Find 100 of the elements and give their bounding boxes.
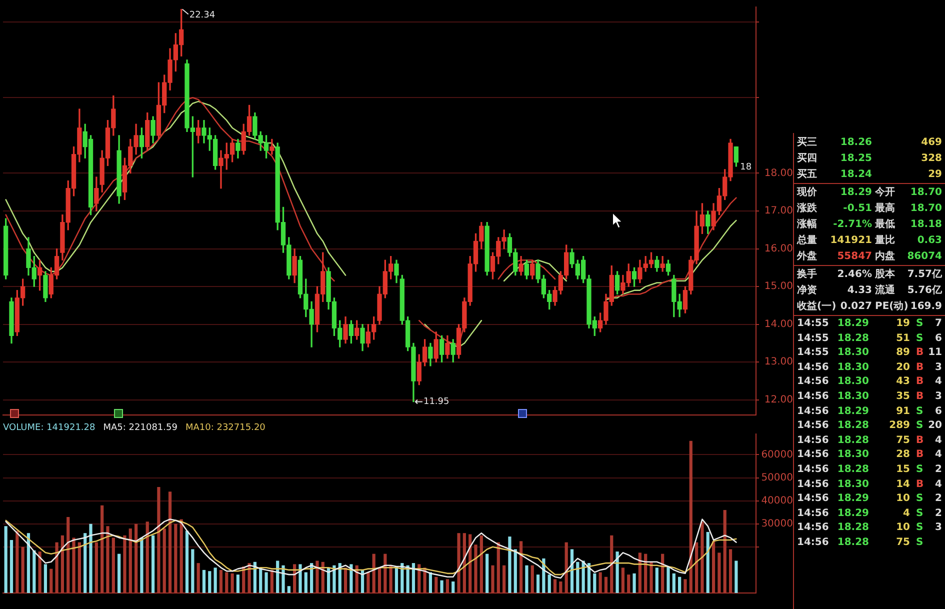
text: B [916, 347, 924, 358]
bar [89, 524, 92, 593]
text: 14:56 [797, 420, 829, 432]
bar [632, 573, 636, 593]
text: 量比 [875, 235, 895, 246]
text: 18.30 [837, 478, 869, 490]
text: 14:56 [797, 406, 829, 417]
y-tick-label: 13.00 [764, 356, 793, 368]
text: 18.28 [837, 420, 869, 432]
text: 今开 [875, 187, 895, 198]
text: 2 [935, 493, 942, 504]
text: S [916, 318, 924, 329]
bar [10, 540, 14, 593]
text: 18.30 [837, 347, 869, 358]
bar [287, 586, 290, 593]
text: 净资 [797, 285, 817, 296]
y-tick-label: 16.00 [764, 243, 793, 254]
bar [185, 530, 189, 593]
text: 51 [896, 332, 910, 344]
text: 55847 [837, 251, 872, 262]
text: B [916, 449, 924, 460]
text: 14 [896, 478, 910, 490]
text: 10 [896, 493, 910, 504]
y-tick-label: 15.00 [764, 281, 793, 292]
text: 75 [896, 434, 910, 446]
text: 18.29 [837, 493, 869, 504]
text: 328 [921, 153, 942, 164]
text: 4 [935, 449, 942, 460]
bar [678, 576, 682, 593]
text: 14:56 [797, 522, 829, 534]
bar [26, 533, 30, 593]
text: 18.70 [910, 187, 942, 198]
text: 买五 [797, 169, 817, 180]
text: 2.46% [837, 269, 872, 280]
text: 6 [935, 406, 942, 417]
y-tick-label: 30000 [761, 518, 793, 530]
text: 4 [935, 434, 942, 446]
text: 14:56 [797, 478, 829, 490]
text: S [916, 522, 924, 534]
text: 18.28 [837, 332, 869, 344]
text: S [916, 508, 924, 519]
text: 2 [935, 464, 942, 475]
text: 4 [935, 478, 942, 490]
text: 外盘 [797, 251, 817, 262]
bar [536, 574, 540, 593]
text: B [916, 478, 924, 490]
text: 14:55 [797, 318, 829, 329]
text: 10 [896, 522, 910, 534]
bar [706, 532, 710, 593]
text: 28 [896, 449, 910, 460]
text: 18.29 [837, 318, 869, 329]
text: 18.26 [840, 137, 872, 148]
text: 18.28 [837, 537, 869, 548]
bar [525, 565, 528, 593]
text: 买三 [797, 137, 817, 148]
y-tick-label: 18.00 [764, 168, 793, 179]
text: 11 [928, 347, 942, 358]
text: 涨跌 [797, 203, 817, 214]
bar [672, 573, 676, 593]
bar [140, 538, 144, 593]
text: S [916, 464, 924, 475]
text: 469 [921, 137, 942, 148]
text: 18 [740, 162, 752, 173]
text: 18.28 [837, 522, 869, 534]
text: 169.9 [910, 301, 942, 312]
bar [412, 563, 416, 593]
text: 内盘 [875, 251, 895, 262]
bar [593, 573, 596, 593]
text: 75 [896, 537, 910, 548]
bar [452, 581, 455, 593]
text: 7.57亿 [907, 269, 942, 280]
text: 14:56 [797, 434, 829, 446]
text: 14:55 [797, 347, 829, 358]
text: 4 [935, 376, 942, 388]
text: 18.29 [840, 187, 872, 198]
bar [304, 572, 308, 593]
text: 3 [935, 522, 942, 534]
text: 289 [889, 420, 910, 432]
text: 20 [928, 420, 942, 432]
text: 4.33 [847, 285, 872, 296]
text: B [916, 391, 924, 402]
bar [236, 574, 240, 593]
text: S [916, 332, 924, 344]
text: 3 [935, 362, 942, 373]
bar [44, 564, 48, 593]
bar [151, 535, 155, 593]
text: 现价 [797, 187, 817, 198]
text: 14:56 [797, 362, 829, 373]
y-tick-label: 14.00 [764, 318, 793, 330]
text: 3 [935, 391, 942, 402]
bar [118, 554, 121, 593]
bar [655, 568, 658, 593]
text: 18.25 [840, 153, 872, 164]
text: 14:56 [797, 493, 829, 504]
bar [616, 552, 619, 593]
bar [32, 550, 36, 593]
text: B [916, 362, 924, 373]
bar [666, 566, 670, 593]
text: 14:56 [797, 391, 829, 402]
text: S [916, 406, 924, 417]
